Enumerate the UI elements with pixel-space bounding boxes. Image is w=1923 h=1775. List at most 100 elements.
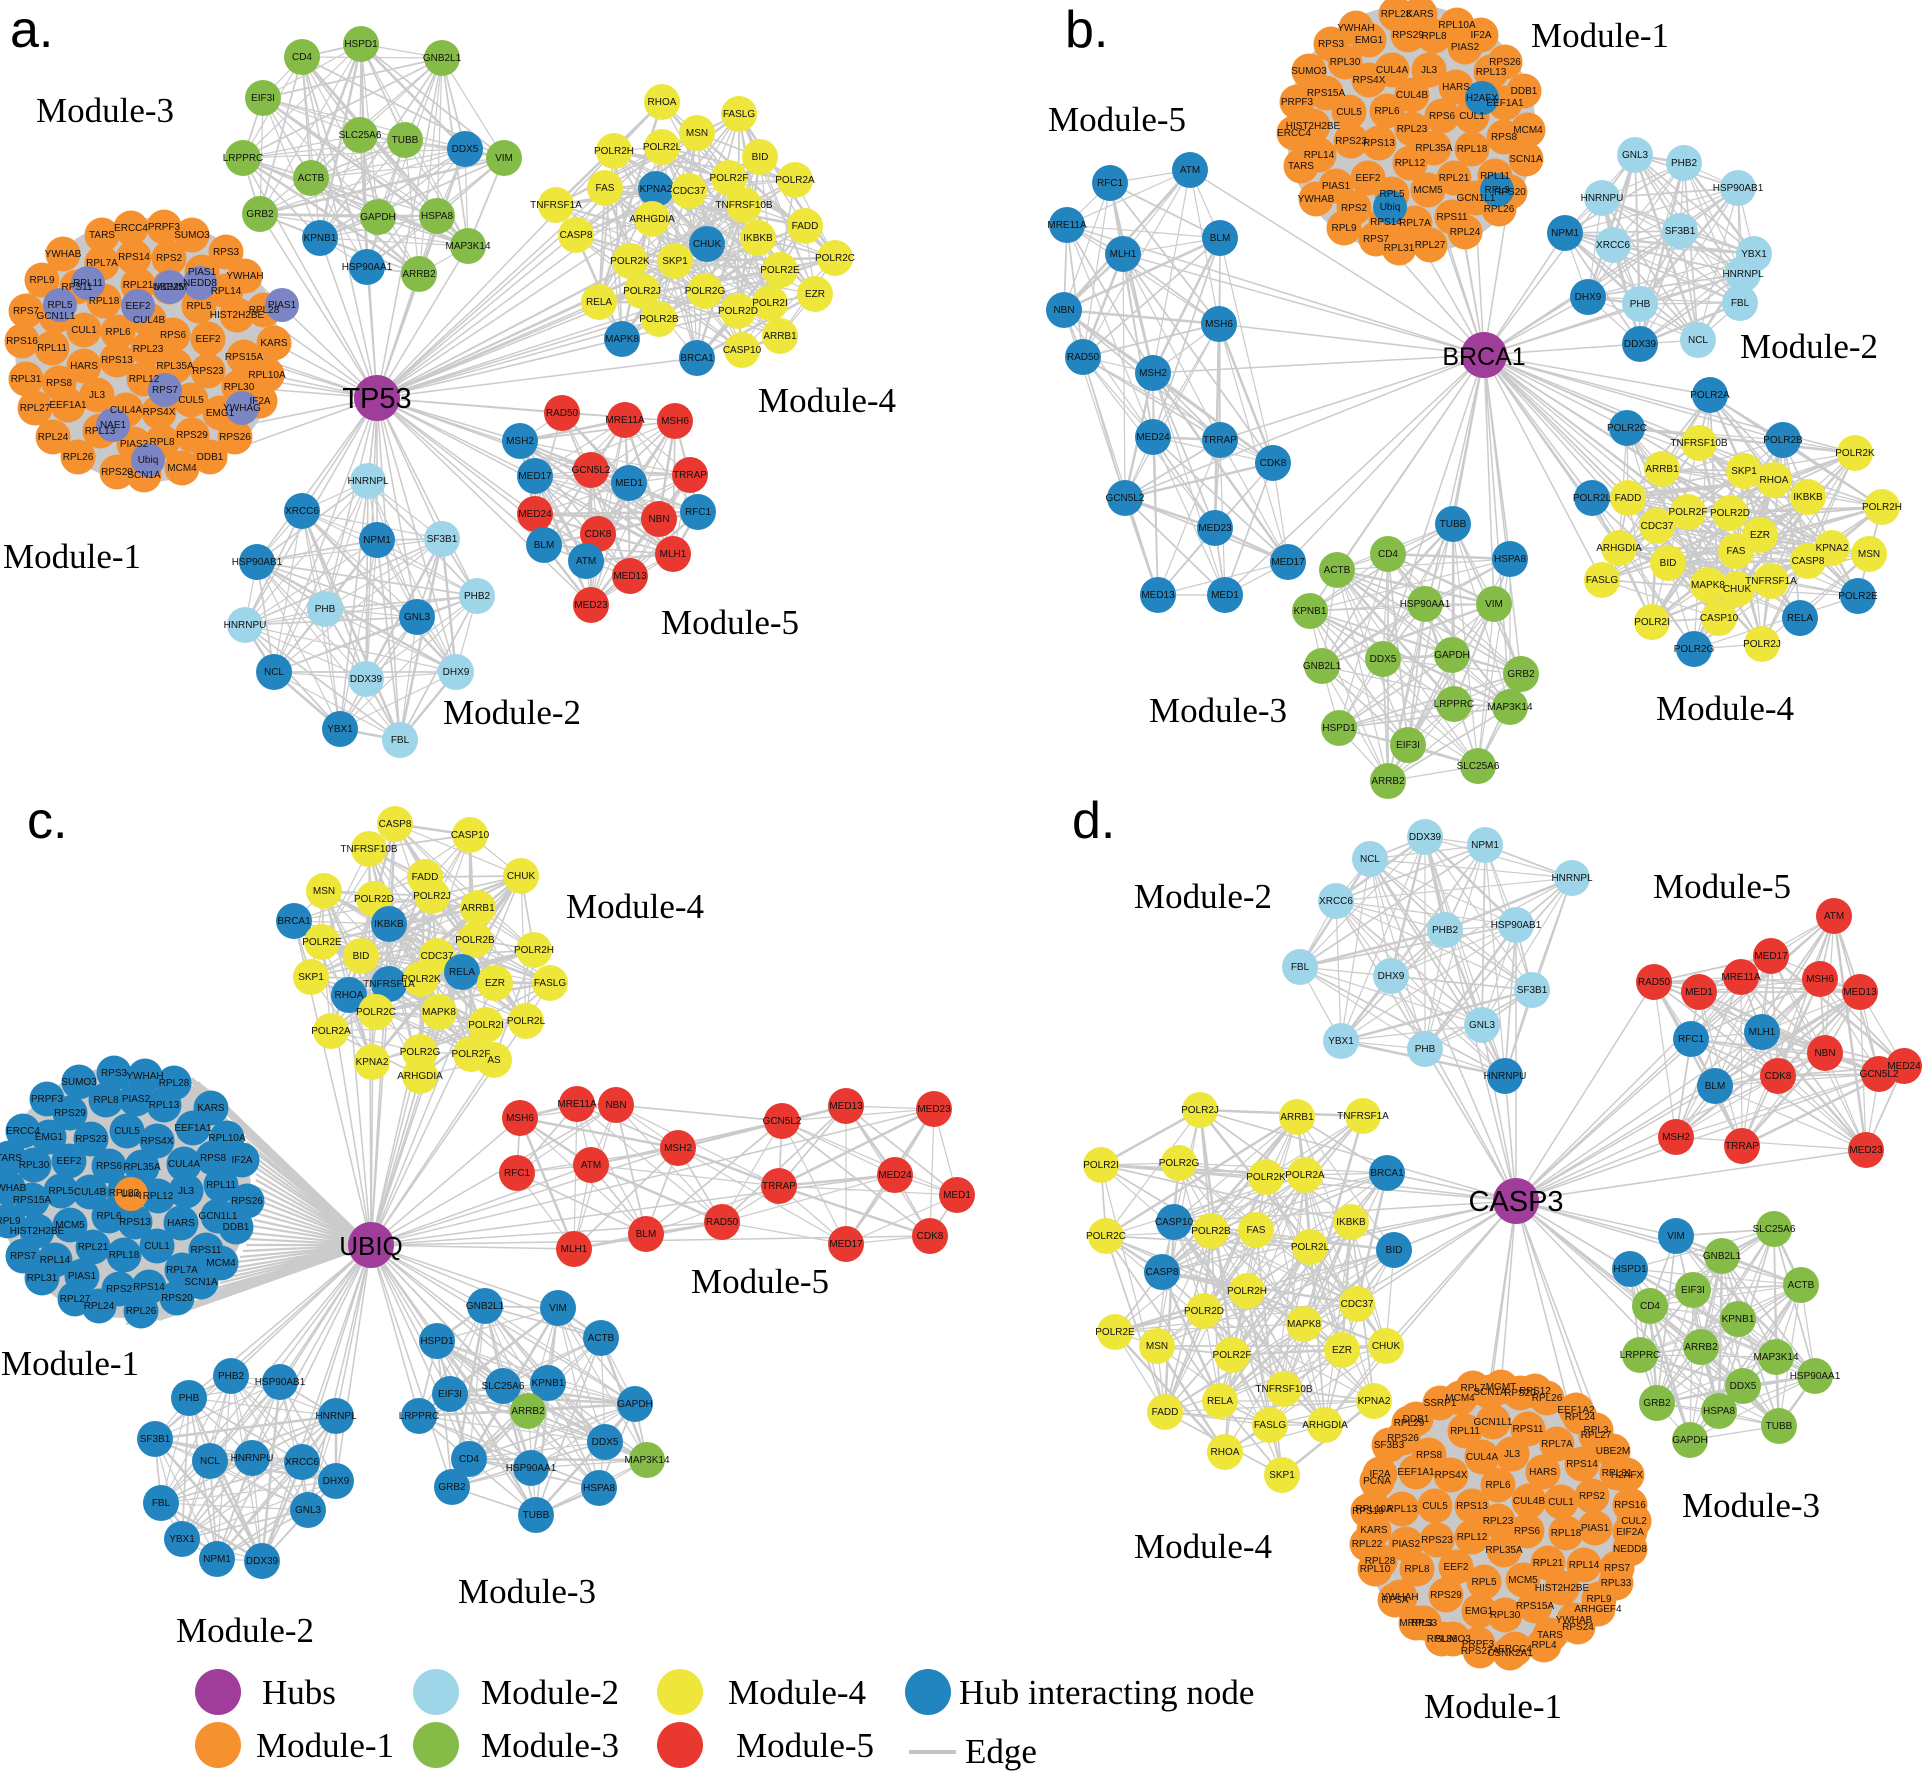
svg-text:RPL28: RPL28 [1365,1556,1396,1567]
svg-text:EIF3I: EIF3I [1681,1285,1705,1296]
svg-text:YWHAB: YWHAB [0,1183,27,1194]
svg-text:Module-5: Module-5 [661,603,799,642]
svg-text:RPL5: RPL5 [1471,1577,1496,1588]
svg-text:MSN: MSN [1858,549,1880,560]
svg-text:RPL13: RPL13 [1387,1504,1418,1515]
svg-text:POLR2C: POLR2C [1086,1231,1126,1242]
svg-text:TRRAP: TRRAP [762,1181,796,1192]
svg-text:c.: c. [27,792,67,850]
svg-text:RPS4X: RPS4X [1353,75,1386,86]
svg-text:GCN5L2: GCN5L2 [1106,493,1145,504]
svg-text:RPL13: RPL13 [85,426,116,437]
svg-text:IF2A: IF2A [231,1155,252,1166]
svg-text:PIAS1: PIAS1 [188,267,217,278]
svg-text:EEF1A2: EEF1A2 [1557,1405,1595,1416]
svg-text:ARRB1: ARRB1 [763,331,797,342]
svg-text:RPL10A: RPL10A [1355,1504,1393,1515]
svg-text:SKP1: SKP1 [1731,466,1757,477]
svg-text:RPL12: RPL12 [1457,1532,1488,1543]
svg-text:Ubiq: Ubiq [121,1189,142,1200]
svg-text:MED17: MED17 [1271,557,1305,568]
svg-text:d.: d. [1072,792,1115,850]
svg-text:EEF1A1: EEF1A1 [49,400,87,411]
svg-text:Module-2: Module-2 [1134,877,1272,916]
svg-text:EEF2: EEF2 [1443,1562,1468,1573]
svg-text:Module-3: Module-3 [36,91,174,130]
svg-text:RPS15A: RPS15A [225,352,264,363]
svg-text:RPL29: RPL29 [1394,1418,1425,1429]
svg-text:RPL9: RPL9 [0,1216,21,1227]
svg-text:TNFRSF10B: TNFRSF10B [1255,1384,1313,1395]
svg-text:GRB2: GRB2 [1643,1398,1671,1409]
svg-text:RPS23: RPS23 [1421,1535,1453,1546]
svg-text:MSN: MSN [313,886,335,897]
svg-text:HSP90AA1: HSP90AA1 [342,262,393,273]
svg-text:RFC1: RFC1 [1097,178,1124,189]
svg-text:RPL26: RPL26 [1532,1393,1563,1404]
svg-text:MSH6: MSH6 [1205,319,1233,330]
svg-text:MED23: MED23 [574,600,608,611]
svg-text:SUMO3: SUMO3 [61,1077,97,1088]
svg-text:POLR2D: POLR2D [354,894,394,905]
svg-text:POLR2E: POLR2E [302,937,342,948]
svg-text:RPS29: RPS29 [1430,1590,1462,1601]
svg-text:RPS7: RPS7 [10,1251,37,1262]
svg-text:Ubiq: Ubiq [1380,202,1401,213]
svg-text:RPL7A: RPL7A [1541,1439,1573,1450]
svg-text:H2AFX: H2AFX [1611,1470,1644,1481]
svg-text:CUL4B: CUL4B [133,315,166,326]
svg-text:Module-3: Module-3 [481,1726,619,1765]
svg-text:MAPK8: MAPK8 [605,334,639,345]
svg-text:HSP90AA1: HSP90AA1 [1790,1371,1841,1382]
svg-text:ERCC4: ERCC4 [6,1126,40,1137]
svg-text:EZR: EZR [1332,1345,1352,1356]
svg-text:RPL7A: RPL7A [86,258,118,269]
svg-text:GCN1L1: GCN1L1 [1474,1417,1513,1428]
svg-text:PIAS2: PIAS2 [122,1094,151,1105]
svg-text:RHOA: RHOA [335,990,364,1001]
svg-text:RPS11: RPS11 [191,1245,222,1256]
svg-text:RHOA: RHOA [1760,475,1789,486]
svg-text:RPL18: RPL18 [1551,1528,1582,1539]
svg-text:FBL: FBL [1291,962,1310,973]
svg-text:MLH1: MLH1 [1749,1027,1776,1038]
svg-text:MCM5: MCM5 [1413,185,1443,196]
svg-text:RPS14: RPS14 [1370,217,1402,228]
svg-text:XRCC6: XRCC6 [1319,896,1353,907]
svg-text:POLR2A: POLR2A [1285,1170,1325,1181]
svg-text:RPL11: RPL11 [73,278,103,289]
svg-text:TNFRSF1A: TNFRSF1A [530,200,582,211]
svg-text:HIST2H2BE: HIST2H2BE [1286,121,1341,132]
svg-text:TNFRSF1A: TNFRSF1A [1745,576,1797,587]
svg-text:RPS3: RPS3 [1318,39,1345,50]
svg-text:DDX39: DDX39 [1624,339,1657,350]
svg-text:MSN: MSN [686,128,708,139]
svg-text:ARHGEF4: ARHGEF4 [1574,1604,1622,1615]
svg-text:MED13: MED13 [1843,987,1877,998]
svg-text:RPL8: RPL8 [1404,1564,1429,1575]
svg-text:XRCC6: XRCC6 [285,1457,319,1468]
svg-text:SCN1A: SCN1A [1473,1387,1507,1398]
svg-text:SF3B1: SF3B1 [427,534,458,545]
svg-text:MCM5: MCM5 [1508,1575,1538,1586]
svg-text:RPS26: RPS26 [1387,1433,1419,1444]
svg-text:CHUK: CHUK [1723,584,1752,595]
svg-text:GCN1L1: GCN1L1 [199,1211,238,1222]
svg-text:RPL33: RPL33 [1601,1578,1632,1589]
svg-text:RPSA: RPSA [1381,1595,1409,1606]
svg-text:RPL23: RPL23 [1483,1516,1514,1527]
svg-text:RPS23: RPS23 [75,1134,107,1145]
svg-text:RPL11: RPL11 [1450,1426,1480,1437]
svg-text:RPL10: RPL10 [1360,1564,1391,1575]
svg-text:YWHAG: YWHAG [223,403,261,414]
svg-text:POLR2E: POLR2E [760,265,800,276]
svg-text:NBN: NBN [605,1100,626,1111]
svg-text:VIM: VIM [495,153,513,164]
svg-text:EEF2: EEF2 [195,334,220,345]
svg-text:CDK8: CDK8 [917,1231,944,1242]
svg-text:RPL3: RPL3 [1583,1425,1608,1436]
svg-text:SLC25A6: SLC25A6 [1457,761,1500,772]
svg-text:ARRB1: ARRB1 [1280,1112,1314,1123]
svg-text:RPS7: RPS7 [13,306,40,317]
svg-text:POLR2L: POLR2L [1573,493,1612,504]
